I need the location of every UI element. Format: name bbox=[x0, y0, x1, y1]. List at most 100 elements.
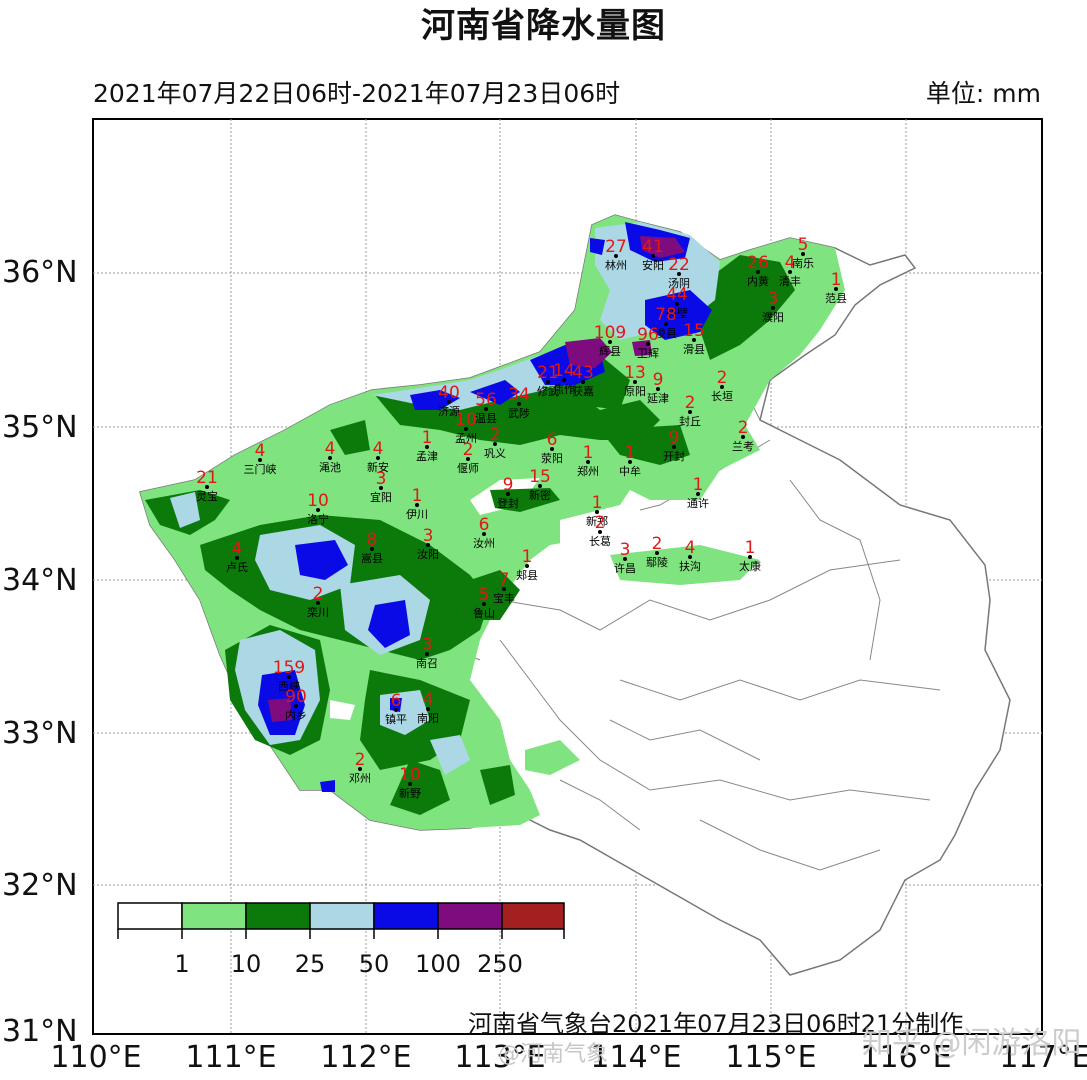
station-marker bbox=[484, 407, 488, 411]
station-marker bbox=[628, 460, 632, 464]
station-name: 温县 bbox=[475, 412, 497, 425]
station-value: 9 bbox=[503, 475, 514, 495]
station-61: 1太康 bbox=[739, 538, 761, 573]
legend-swatch bbox=[373, 902, 439, 930]
station-marker bbox=[506, 492, 510, 496]
station-value: 90 bbox=[285, 687, 307, 707]
station-41: 8 嵩县 bbox=[361, 530, 383, 565]
station-marker bbox=[677, 272, 681, 276]
station-value: 8 bbox=[367, 530, 378, 550]
station-value: 43 bbox=[572, 363, 594, 383]
station-42: 2栾川 bbox=[307, 584, 329, 619]
station-30: 2偃师 bbox=[457, 440, 479, 475]
station-marker bbox=[370, 547, 374, 551]
station-value: 34 bbox=[508, 385, 530, 405]
station-value: 5 bbox=[479, 585, 490, 605]
station-value: 2 bbox=[685, 393, 696, 413]
station-name: 内黄 bbox=[747, 274, 769, 288]
station-marker bbox=[614, 254, 618, 258]
station-name: 新密 bbox=[529, 488, 551, 502]
station-marker bbox=[595, 510, 599, 514]
station-value: 2 bbox=[463, 440, 474, 460]
station-name: 获嘉 bbox=[572, 384, 594, 398]
station-marker bbox=[493, 442, 497, 446]
legend-swatch bbox=[309, 902, 375, 930]
station-value: 9 bbox=[653, 370, 664, 390]
lat-label-32: 32°N bbox=[2, 868, 78, 903]
station-6: 1范县 bbox=[825, 270, 847, 305]
station-value: 56 bbox=[475, 390, 497, 410]
station-11: 109 辉县 bbox=[594, 323, 626, 358]
station-name: 辉县 bbox=[599, 345, 621, 358]
station-marker bbox=[258, 458, 262, 462]
station-name: 新郑 bbox=[586, 514, 608, 528]
station-name: 嵩县 bbox=[361, 552, 383, 565]
station-marker bbox=[426, 707, 430, 711]
station-name: 滑县 bbox=[683, 343, 705, 356]
station-52: 1 郏县 bbox=[516, 547, 538, 582]
station-marker bbox=[550, 447, 554, 451]
station-value: 96 bbox=[637, 325, 659, 345]
station-12: 96 卫辉 bbox=[637, 325, 659, 360]
station-name: 原阳 bbox=[624, 385, 646, 398]
boundary bbox=[609, 719, 761, 761]
station-value: 10 bbox=[399, 765, 421, 785]
station-value: 3 bbox=[376, 469, 387, 489]
station-name: 中牟 bbox=[619, 464, 641, 478]
station-name: 范县 bbox=[825, 291, 847, 305]
station-53: 6汝州 bbox=[473, 515, 495, 550]
lon-label-114: 114°E bbox=[590, 1040, 682, 1075]
station-value: 14 bbox=[553, 361, 575, 381]
station-value: 15 bbox=[683, 321, 705, 341]
station-value: 1 bbox=[422, 428, 433, 448]
station-value: 3 bbox=[423, 526, 434, 546]
station-name: 西峡 bbox=[278, 679, 300, 693]
station-value: 2 bbox=[738, 418, 749, 438]
station-value: 2 bbox=[717, 368, 728, 388]
station-value: 1 bbox=[831, 270, 842, 290]
station-value: 10 bbox=[307, 491, 329, 511]
station-value: 2 bbox=[490, 425, 501, 445]
station-value: 2 bbox=[595, 513, 606, 533]
station-name: 灵宝 bbox=[196, 489, 218, 503]
station-name: 修武 bbox=[537, 384, 559, 398]
station-name: 新野 bbox=[399, 786, 421, 800]
station-marker bbox=[655, 551, 659, 555]
station-marker bbox=[598, 530, 602, 534]
station-name: 长葛 bbox=[589, 535, 611, 548]
station-value: 41 bbox=[642, 237, 664, 257]
time-period: 2021年07月22日06时-2021年07月23日06时 bbox=[93, 79, 621, 108]
station-marker bbox=[562, 378, 566, 382]
station-name: 安阳 bbox=[642, 258, 664, 272]
station-name: 邓州 bbox=[349, 772, 371, 785]
legend-swatch bbox=[181, 902, 247, 930]
station-value: 21 bbox=[196, 468, 218, 488]
station-name: 长垣 bbox=[711, 390, 733, 403]
legend-label-100: 100 bbox=[415, 950, 461, 978]
lat-label-31: 31°N bbox=[2, 1014, 78, 1049]
station-26: 1中牟 bbox=[619, 443, 641, 478]
station-marker bbox=[720, 385, 724, 389]
station-name: 渑池 bbox=[319, 461, 341, 474]
station-marker bbox=[771, 306, 775, 310]
station-marker bbox=[425, 445, 429, 449]
station-marker bbox=[688, 555, 692, 559]
station-23: 2封丘 bbox=[679, 393, 701, 428]
station-25: 9开封 bbox=[663, 428, 685, 463]
unit-label: 单位: mm bbox=[925, 79, 1041, 108]
station-marker bbox=[294, 704, 298, 708]
lon-label-112: 112°E bbox=[320, 1040, 412, 1075]
station-marker bbox=[586, 460, 590, 464]
station-name: 焦作 bbox=[553, 383, 575, 396]
station-name: 汝阳 bbox=[417, 547, 439, 561]
rain-100-250 bbox=[268, 236, 685, 722]
station-marker bbox=[415, 503, 419, 507]
